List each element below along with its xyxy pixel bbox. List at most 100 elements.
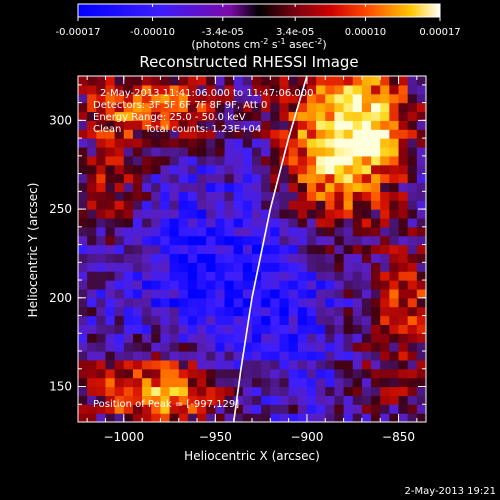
heatmap-cell (187, 226, 198, 237)
heatmap-cell (197, 84, 207, 95)
heatmap-cell (233, 395, 244, 405)
heatmap-cell (352, 297, 363, 308)
heatmap-cell (297, 368, 308, 379)
heatmap-cell (380, 324, 390, 334)
heatmap-cell (105, 244, 116, 255)
heatmap-cell (288, 280, 299, 290)
heatmap-cell (215, 342, 226, 352)
heatmap-cell (297, 138, 308, 148)
heatmap-cell (416, 413, 426, 422)
heatmap-cell (306, 146, 317, 157)
heatmap-cell (270, 253, 281, 263)
heatmap-cell (169, 280, 180, 290)
heatmap-cell (288, 413, 299, 422)
heatmap-cell (352, 217, 363, 228)
heatmap-cell (279, 404, 290, 414)
heatmap-cell (371, 173, 381, 184)
heatmap-cell (325, 359, 336, 370)
heatmap-cell (252, 244, 262, 255)
heatmap-cell (380, 102, 390, 113)
heatmap-cell (261, 102, 271, 113)
heatmap-cell (87, 209, 97, 219)
heatmap-cell (297, 226, 308, 237)
heatmap-cell (361, 377, 372, 388)
heatmap-cell (380, 395, 390, 405)
heatmap-cell (206, 244, 216, 255)
heatmap-cell (343, 235, 354, 246)
heatmap-cell (123, 200, 134, 210)
heatmap-cell (123, 386, 134, 396)
heatmap-cell (96, 262, 107, 272)
heatmap-cell (206, 297, 216, 308)
heatmap-cell (380, 280, 390, 290)
heatmap-cell (215, 173, 226, 184)
heatmap-cell (197, 244, 207, 255)
heatmap-cell (306, 333, 317, 343)
heatmap-cell (132, 333, 143, 343)
heatmap-cell (114, 288, 125, 299)
heatmap-cell (132, 155, 143, 166)
heatmap-cell (343, 324, 354, 334)
heatmap-cell (334, 271, 345, 281)
heatmap-cell (252, 138, 262, 148)
heatmap-cell (398, 271, 409, 281)
heatmap-cell (151, 164, 162, 175)
heatmap-cell (224, 351, 235, 361)
heatmap-cell (297, 262, 308, 272)
heatmap-cell (279, 200, 290, 210)
heatmap-cell (371, 368, 381, 379)
heatmap-cell (197, 200, 207, 210)
heatmap-cell (132, 217, 143, 228)
heatmap-cell (233, 271, 244, 281)
heatmap-cell (343, 253, 354, 263)
heatmap-cell (252, 262, 262, 272)
heatmap-cell (306, 226, 317, 237)
heatmap-cell (233, 306, 244, 317)
heatmap-cell (380, 93, 390, 104)
heatmap-cell (87, 386, 97, 396)
heatmap-cell (242, 200, 253, 210)
heatmap-cell (78, 209, 88, 219)
heatmap-cell (398, 120, 409, 130)
heatmap-cell (215, 164, 226, 175)
heatmap-cell (215, 226, 226, 237)
heatmap-cell (187, 146, 198, 157)
heatmap-cell (270, 244, 281, 255)
heatmap-cell (325, 315, 336, 326)
heatmap-cell (114, 333, 125, 343)
heatmap-cell (371, 351, 381, 361)
heatmap-cell (389, 93, 400, 104)
heatmap-cell (416, 146, 426, 157)
heatmap-cell (352, 333, 363, 343)
heatmap-cell (380, 359, 390, 370)
heatmap-cell (78, 182, 88, 192)
heatmap-cell (123, 404, 134, 414)
heatmap-cell (389, 84, 400, 95)
heatmap-cell (142, 244, 152, 255)
heatmap-cell (343, 413, 354, 422)
heatmap-cell (288, 146, 299, 157)
heatmap-cell (380, 217, 390, 228)
heatmap-cell (252, 226, 262, 237)
heatmap-cell (252, 235, 262, 246)
heatmap-cell (187, 262, 198, 272)
heatmap-cell (87, 111, 97, 121)
heatmap-cell (197, 93, 207, 104)
heatmap-cell (215, 129, 226, 139)
heatmap-cell (261, 76, 271, 86)
heatmap-cell (105, 333, 116, 343)
heatmap-cell (224, 368, 235, 379)
annotation-peak-position: Position of Peak = [-997,129] (93, 399, 239, 410)
heatmap-cell (197, 288, 207, 299)
heatmap-cell (151, 368, 162, 379)
heatmap-cell (325, 120, 336, 130)
heatmap-cell (334, 120, 345, 130)
heatmap-cell (416, 306, 426, 317)
heatmap-cell (187, 111, 198, 121)
heatmap-cell (142, 200, 152, 210)
heatmap-cell (224, 76, 235, 86)
heatmap-cell (197, 404, 207, 414)
heatmap-cell (206, 164, 216, 175)
heatmap-cell (105, 200, 116, 210)
heatmap-cell (371, 324, 381, 334)
